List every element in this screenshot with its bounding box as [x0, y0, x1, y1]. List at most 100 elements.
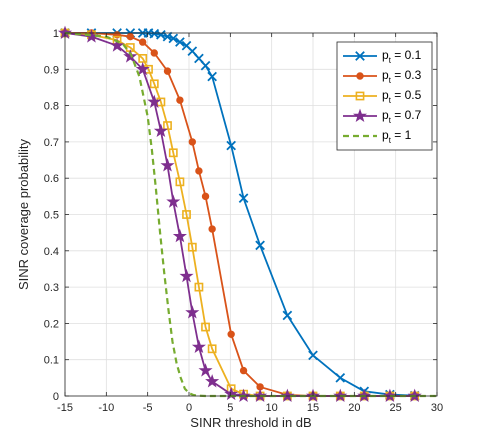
y-tick-label: 0.9	[44, 64, 59, 76]
marker-star	[191, 339, 206, 353]
x-tick-label: -5	[143, 402, 153, 414]
marker-square	[182, 210, 191, 219]
legend-item: pt = 0.7	[343, 108, 422, 125]
x-tick-label: 30	[431, 402, 443, 414]
y-tick-label: 0.7	[44, 137, 59, 149]
marker-square	[355, 91, 365, 101]
legend-label-value: = 1	[391, 128, 412, 142]
data-point	[238, 193, 249, 204]
marker-star	[280, 388, 295, 402]
x-tick-label: 5	[227, 402, 233, 414]
marker-star	[205, 374, 220, 388]
marker-circle	[126, 32, 135, 41]
legend-marker	[352, 108, 368, 122]
y-axis-label: SINR coverage probability	[16, 138, 31, 290]
data-point	[166, 194, 181, 208]
marker-stroke	[175, 37, 185, 47]
legend-label-value: = 0.5	[391, 88, 422, 102]
legend-label-base: p	[382, 68, 389, 82]
data-point	[168, 33, 179, 44]
y-tick-label: 0.6	[44, 173, 59, 185]
data-point	[153, 123, 168, 138]
marker-stroke	[156, 29, 166, 40]
marker-star	[179, 268, 194, 283]
legend-marker	[356, 72, 364, 80]
y-tick-label: 0.5	[44, 210, 59, 222]
x-tick-label: 25	[390, 402, 402, 414]
marker-circle	[176, 96, 184, 104]
data-point	[195, 167, 203, 175]
marker-stroke	[282, 310, 293, 321]
marker-stroke	[335, 373, 346, 383]
legend-item: pt = 0.1	[343, 48, 422, 65]
y-tick-label: 0.3	[44, 282, 59, 294]
marker-square	[175, 177, 185, 187]
legend-label-base: p	[382, 48, 389, 62]
legend-label-subscript: t	[389, 116, 392, 125]
data-point	[187, 242, 197, 252]
legend-label: pt = 0.5	[382, 88, 422, 105]
data-point	[150, 49, 158, 57]
marker-stroke	[181, 40, 192, 51]
data-point	[179, 268, 194, 283]
grid-lines	[64, 32, 438, 397]
marker-stroke	[194, 53, 204, 64]
x-tick-label: -10	[98, 402, 114, 414]
data-point	[226, 140, 236, 151]
data-point	[163, 121, 172, 130]
marker-square	[187, 242, 197, 252]
marker-square	[168, 148, 178, 158]
legend-item: pt = 0.5	[343, 88, 422, 105]
data-point	[126, 32, 135, 41]
y-tick-label: 0.1	[44, 355, 59, 367]
marker-stroke	[168, 33, 179, 44]
marker-circle	[201, 192, 210, 201]
data-point	[194, 282, 204, 292]
legend-label-value: = 0.1	[391, 48, 422, 62]
marker-circle	[239, 366, 248, 375]
x-tick-label: 0	[186, 402, 192, 414]
data-point	[239, 366, 248, 375]
data-point	[255, 240, 265, 251]
marker-star	[160, 158, 175, 172]
marker-circle	[150, 49, 158, 57]
x-tick-label: 10	[266, 402, 278, 414]
y-tick-label: 1	[53, 28, 59, 40]
marker-stroke	[255, 240, 265, 251]
marker-star	[153, 123, 168, 138]
data-point	[185, 305, 200, 319]
marker-star	[172, 228, 187, 243]
legend-label: pt = 0.1	[382, 48, 422, 65]
legend-label-subscript: t	[389, 136, 392, 145]
legend-label-value: = 0.3	[391, 68, 422, 82]
marker-star	[352, 108, 368, 122]
marker-stroke	[207, 71, 217, 82]
x-axis-label: SINR threshold in dB	[190, 415, 311, 430]
data-point	[175, 37, 185, 47]
data-point	[308, 350, 318, 361]
data-point	[280, 388, 295, 402]
x-tick-label: 15	[307, 402, 319, 414]
marker-star	[382, 388, 397, 402]
legend-label-subscript: t	[389, 96, 392, 105]
marker-circle	[139, 38, 147, 46]
marker-stroke	[162, 31, 173, 42]
data-point	[163, 67, 172, 75]
data-point	[335, 373, 346, 383]
legend-item: pt = 0.3	[343, 68, 422, 85]
legend-label: pt = 0.3	[382, 68, 422, 85]
data-point	[176, 96, 184, 104]
data-point	[168, 148, 178, 158]
x-tick-label: -15	[57, 402, 73, 414]
legend-label-base: p	[382, 108, 389, 122]
data-point	[139, 38, 147, 46]
marker-circle	[188, 138, 197, 146]
legend-label-subscript: t	[389, 56, 392, 65]
data-point	[135, 61, 150, 76]
data-point	[200, 60, 211, 71]
marker-star	[147, 94, 162, 108]
legend-label: pt = 1	[382, 128, 412, 145]
legend-marker	[355, 91, 365, 101]
data-point	[160, 158, 175, 172]
legend-item: pt = 1	[343, 128, 412, 145]
